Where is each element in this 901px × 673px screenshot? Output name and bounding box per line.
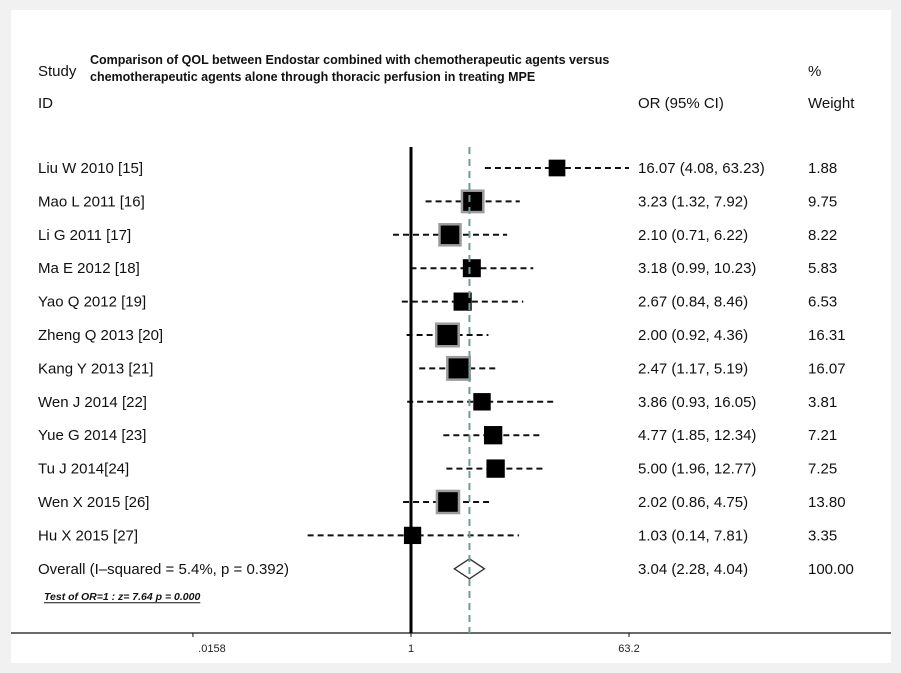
test-of-or-text: Test of OR=1 : z= 7.64 p = 0.000 <box>44 591 200 603</box>
or-ci-text: 1.03 (0.14, 7.81) <box>638 527 748 544</box>
or-ci-text: 5.00 (1.96, 12.77) <box>638 461 756 478</box>
study-row: Zheng Q 2013 [20] 2.00 (0.92, 4.36) 16.31 <box>38 322 846 348</box>
overall-label: Overall (I–squared = 5.4%, p = 0.392) <box>38 561 289 578</box>
or-ci-text: 16.07 (4.08, 63.23) <box>638 160 765 177</box>
overall-weight-text: 100.00 <box>808 561 854 578</box>
point-estimate-box <box>448 358 469 379</box>
x-tick-label: .0158 <box>198 643 226 655</box>
study-row: Yao Q 2012 [19] 2.67 (0.84, 8.46) 6.53 <box>38 292 837 311</box>
study-id: Tu J 2014[24] <box>38 461 129 478</box>
x-axis-ticks: .0158 1 63.2 <box>192 633 640 655</box>
study-row: Wen X 2015 [26] 2.02 (0.86, 4.75) 13.80 <box>38 489 846 515</box>
or-ci-text: 2.67 (0.84, 8.46) <box>638 294 748 311</box>
header-study: Study <box>38 63 77 80</box>
study-id: Yue G 2014 [23] <box>38 427 146 444</box>
weight-text: 7.21 <box>808 427 837 444</box>
or-ci-text: 4.77 (1.85, 12.34) <box>638 427 756 444</box>
weight-text: 16.31 <box>808 327 846 344</box>
weight-text: 16.07 <box>808 360 846 377</box>
study-id: Wen J 2014 [22] <box>38 394 147 411</box>
point-estimate-box <box>403 526 422 545</box>
weight-text: 1.88 <box>808 160 837 177</box>
weight-text: 9.75 <box>808 193 837 210</box>
chart-title-line-2: chemotherapeutic agents alone through th… <box>90 70 535 84</box>
or-ci-text: 2.00 (0.92, 4.36) <box>638 327 748 344</box>
study-id: Li G 2011 [17] <box>38 227 131 244</box>
header-weight: Weight <box>808 95 855 112</box>
study-row: Tu J 2014[24] 5.00 (1.96, 12.77) 7.25 <box>38 459 837 478</box>
study-row: Ma E 2012 [18] 3.18 (0.99, 10.23) 5.83 <box>38 259 837 277</box>
forest-plot-panel: Study ID Comparison of QOL between Endos… <box>11 10 891 663</box>
point-estimate-box <box>548 159 566 177</box>
or-ci-text: 2.02 (0.86, 4.75) <box>638 494 748 511</box>
or-ci-text: 2.10 (0.71, 6.22) <box>638 227 748 244</box>
chart-title-line-1: Comparison of QOL between Endostar combi… <box>90 53 609 67</box>
overall-row: Overall (I–squared = 5.4%, p = 0.392) 3.0… <box>38 557 854 604</box>
x-tick-label: 63.2 <box>618 643 639 655</box>
point-estimate-box <box>438 492 458 512</box>
study-row: Yue G 2014 [23] 4.77 (1.85, 12.34) 7.21 <box>38 426 837 445</box>
point-estimate-box <box>462 259 481 278</box>
header-percent: % <box>808 63 821 80</box>
x-tick-label: 1 <box>408 643 414 655</box>
study-id: Kang Y 2013 [21] <box>38 360 153 377</box>
study-row: Mao L 2011 [16] 3.23 (1.32, 7.92) 9.75 <box>38 189 837 214</box>
point-estimate-box <box>440 225 460 245</box>
study-id: Liu W 2010 [15] <box>38 160 143 177</box>
study-row: Wen J 2014 [22] 3.86 (0.93, 16.05) 3.81 <box>38 393 837 411</box>
or-ci-text: 3.86 (0.93, 16.05) <box>638 394 756 411</box>
or-ci-text: 2.47 (1.17, 5.19) <box>638 360 748 377</box>
study-row: Hu X 2015 [27] 1.03 (0.14, 7.81) 3.35 <box>38 526 837 545</box>
study-rows: Liu W 2010 [15] 16.07 (4.08, 63.23) 1.88 Ma… <box>38 159 854 604</box>
study-id: Zheng Q 2013 [20] <box>38 327 163 344</box>
weight-text: 8.22 <box>808 227 837 244</box>
study-row: Liu W 2010 [15] 16.07 (4.08, 63.23) 1.88 <box>38 159 837 177</box>
overall-or-ci-text: 3.04 (2.28, 4.04) <box>638 561 748 578</box>
weight-text: 5.83 <box>808 260 837 277</box>
study-id: Yao Q 2012 [19] <box>38 294 146 311</box>
point-estimate-box <box>483 426 503 445</box>
or-ci-text: 3.18 (0.99, 10.23) <box>638 260 756 277</box>
point-estimate-box <box>437 325 458 345</box>
point-estimate-box <box>473 393 491 411</box>
study-row: Kang Y 2013 [21] 2.47 (1.17, 5.19) 16.07 <box>38 355 846 381</box>
weight-text: 3.35 <box>808 527 837 544</box>
study-id: Hu X 2015 [27] <box>38 527 138 544</box>
study-id: Wen X 2015 [26] <box>38 494 149 511</box>
weight-text: 3.81 <box>808 394 837 411</box>
weight-text: 7.25 <box>808 461 837 478</box>
point-estimate-box <box>453 292 472 311</box>
header-id: ID <box>38 95 53 112</box>
study-id: Mao L 2011 [16] <box>38 193 145 210</box>
study-row: Li G 2011 [17] 2.10 (0.71, 6.22) 8.22 <box>38 223 837 247</box>
weight-text: 6.53 <box>808 294 837 311</box>
forest-plot: Study ID Comparison of QOL between Endos… <box>11 53 891 655</box>
point-estimate-box <box>463 191 483 211</box>
header-or-ci: OR (95% CI) <box>638 95 724 112</box>
study-id: Ma E 2012 [18] <box>38 260 140 277</box>
point-estimate-box <box>486 459 505 478</box>
or-ci-text: 3.23 (1.32, 7.92) <box>638 193 748 210</box>
weight-text: 13.80 <box>808 494 846 511</box>
